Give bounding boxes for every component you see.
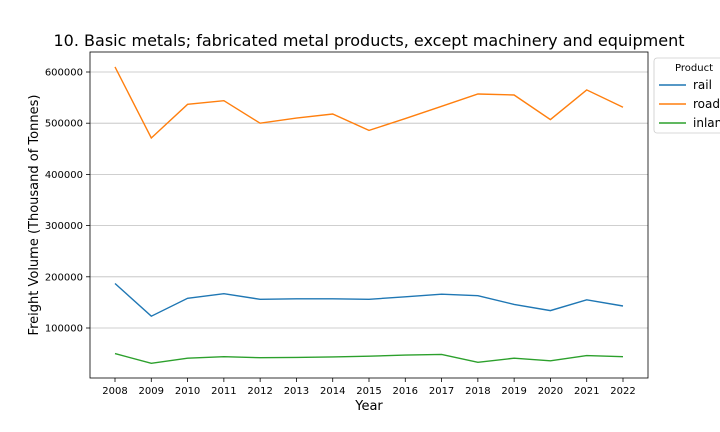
- legend-box: [653, 57, 720, 134]
- y-tick-label: 400000: [45, 170, 83, 181]
- gridlines: [90, 71, 648, 329]
- x-tick-label: 2021: [574, 386, 599, 397]
- x-tick-label: 2008: [102, 386, 127, 397]
- x-tick-label: 2012: [247, 386, 272, 397]
- x-axis: 2008 2009 2010 2011 2012 2013 2014 2015 2016 2017…: [102, 378, 636, 397]
- legend-label-inland: inlan: [693, 116, 720, 130]
- y-tick-label: 500000: [45, 119, 83, 130]
- y-tick-label: 600000: [45, 68, 83, 79]
- x-tick-label: 2011: [211, 386, 236, 397]
- x-tick-label: 2017: [429, 386, 454, 397]
- y-axis-label: Freight Volume (Thousand of Tonnes): [27, 95, 42, 336]
- x-tick-label: 2022: [610, 386, 635, 397]
- x-tick-label: 2019: [501, 386, 526, 397]
- series-line-rail: [114, 282, 624, 318]
- x-tick-label: 2016: [393, 386, 418, 397]
- legend-title: Product: [675, 63, 713, 74]
- legend-label-road: road: [693, 97, 720, 111]
- y-tick-label: 100000: [45, 324, 83, 335]
- y-tick-label: 300000: [45, 221, 83, 232]
- x-tick-label: 2018: [465, 386, 490, 397]
- legend-label-rail: rail: [693, 78, 712, 92]
- x-tick-label: 2015: [356, 386, 381, 397]
- x-tick-label: 2020: [538, 386, 563, 397]
- legend-items: rail road inlan: [659, 78, 720, 130]
- y-tick-label: 200000: [45, 272, 83, 283]
- chart-title: 10. Basic metals; fabricated metal produ…: [54, 31, 685, 50]
- series-lines: [114, 66, 624, 365]
- x-tick-label: 2013: [284, 386, 309, 397]
- series-line-road: [114, 66, 624, 140]
- series-line-inland: [114, 352, 624, 365]
- x-axis-label: Year: [354, 399, 383, 414]
- legend: Product rail road inlan: [653, 57, 720, 134]
- x-tick-label: 2010: [175, 386, 200, 397]
- x-tick-label: 2009: [139, 386, 164, 397]
- y-axis: 100000 200000 300000 400000 500000 600000: [45, 68, 90, 335]
- x-tick-label: 2014: [320, 386, 345, 397]
